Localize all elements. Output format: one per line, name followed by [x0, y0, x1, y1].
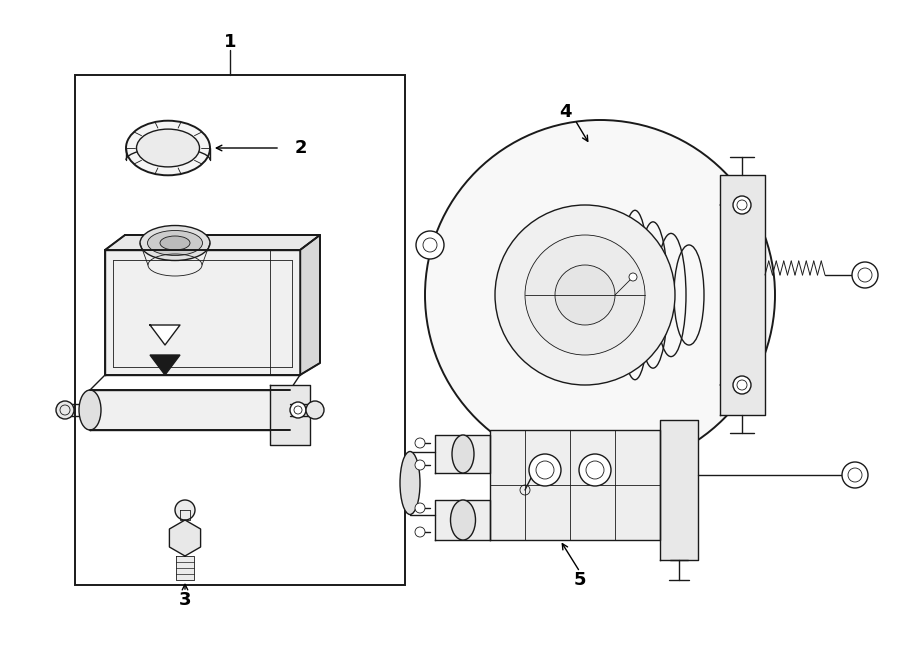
Polygon shape: [180, 510, 190, 520]
Polygon shape: [90, 390, 290, 430]
Ellipse shape: [137, 129, 200, 167]
Polygon shape: [169, 520, 201, 556]
Polygon shape: [660, 420, 698, 560]
Circle shape: [425, 120, 775, 470]
Circle shape: [555, 265, 615, 325]
Polygon shape: [490, 430, 660, 540]
Polygon shape: [270, 385, 310, 445]
Polygon shape: [300, 235, 320, 375]
Circle shape: [525, 235, 645, 355]
Ellipse shape: [452, 435, 474, 473]
Polygon shape: [150, 355, 180, 375]
Text: 2: 2: [295, 139, 308, 157]
Polygon shape: [150, 325, 180, 345]
Circle shape: [56, 401, 74, 419]
Ellipse shape: [140, 225, 210, 260]
Text: 4: 4: [559, 103, 572, 121]
Circle shape: [579, 454, 611, 486]
Circle shape: [529, 454, 561, 486]
Ellipse shape: [160, 236, 190, 250]
Ellipse shape: [126, 121, 210, 175]
Polygon shape: [176, 556, 194, 580]
Polygon shape: [105, 250, 300, 375]
Circle shape: [175, 500, 195, 520]
Circle shape: [415, 527, 425, 537]
Ellipse shape: [79, 390, 101, 430]
Polygon shape: [435, 500, 490, 540]
Polygon shape: [720, 175, 765, 415]
Circle shape: [306, 401, 324, 419]
Circle shape: [733, 196, 751, 214]
Polygon shape: [435, 435, 490, 473]
Circle shape: [415, 503, 425, 513]
Ellipse shape: [451, 500, 475, 540]
Circle shape: [842, 462, 868, 488]
Polygon shape: [105, 235, 320, 250]
Circle shape: [629, 273, 637, 281]
Ellipse shape: [400, 451, 420, 514]
Text: 3: 3: [179, 591, 191, 609]
Ellipse shape: [148, 231, 202, 256]
Bar: [75, 75, 405, 585]
Circle shape: [415, 460, 425, 470]
Circle shape: [733, 376, 751, 394]
Circle shape: [415, 438, 425, 448]
Circle shape: [290, 402, 306, 418]
Text: 1: 1: [224, 33, 236, 51]
Circle shape: [495, 205, 675, 385]
Circle shape: [852, 262, 878, 288]
Text: 5: 5: [574, 571, 586, 589]
Circle shape: [416, 231, 444, 259]
